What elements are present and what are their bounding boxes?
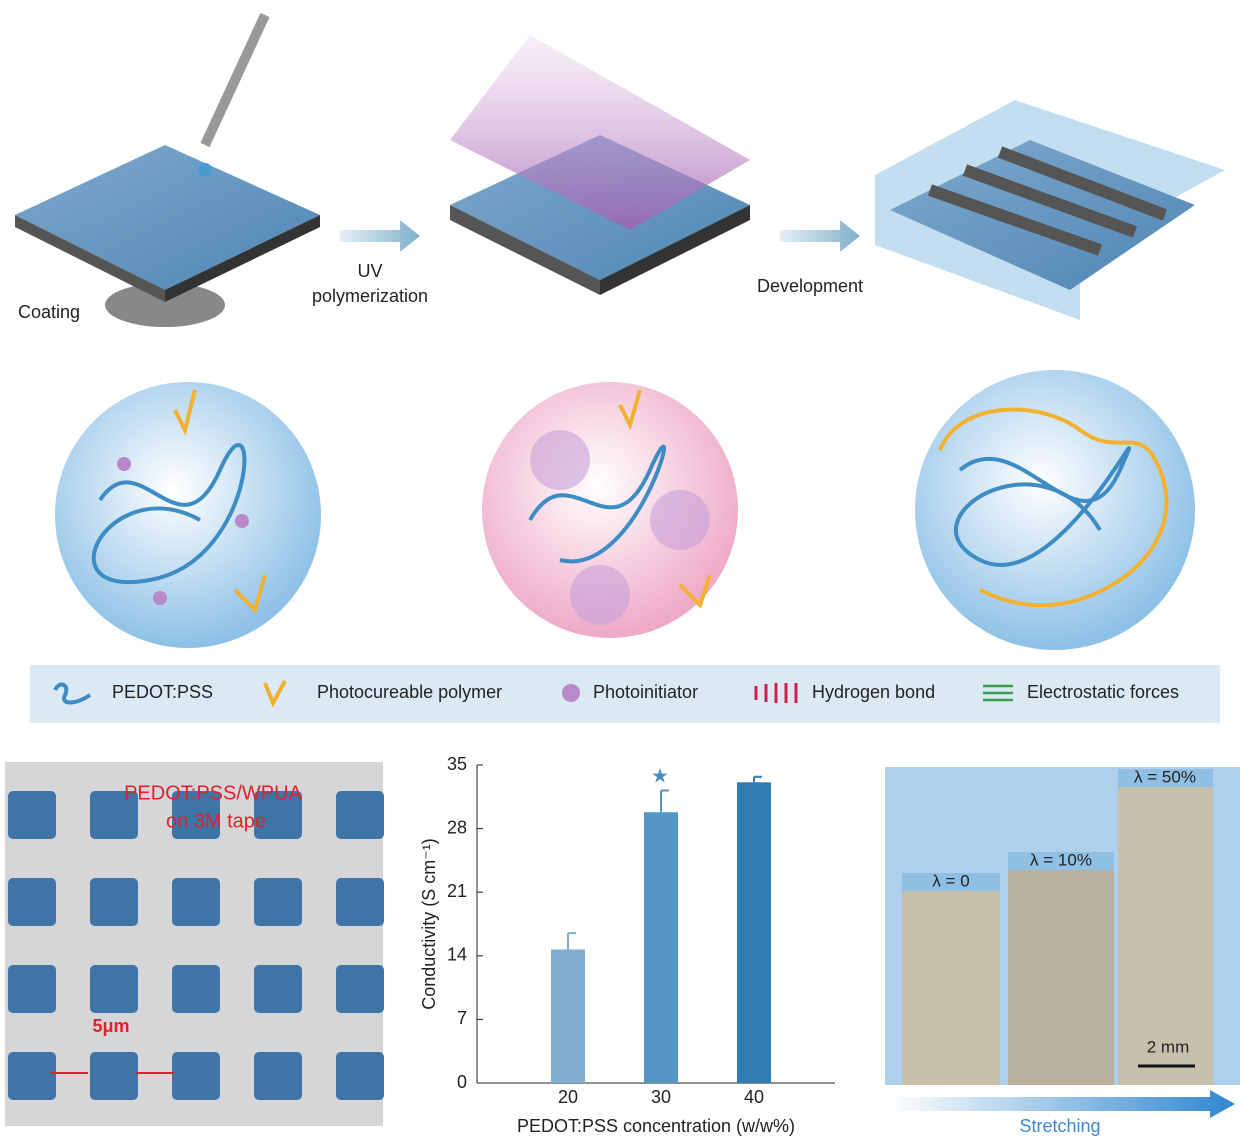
scale-label: 2 mm — [1147, 1037, 1190, 1056]
strain-label: λ = 10% — [1030, 850, 1092, 869]
bar — [644, 812, 678, 1083]
pattern-square — [90, 878, 138, 926]
step-label: UV — [357, 261, 382, 281]
step-label: Coating — [18, 302, 80, 322]
error-bar — [660, 789, 669, 813]
y-tick-label: 35 — [447, 754, 467, 774]
strain-label: λ = 0 — [932, 871, 969, 890]
error-bar — [567, 932, 576, 950]
pattern-square — [8, 1052, 56, 1100]
x-tick-label: 20 — [558, 1087, 578, 1107]
significance-star: ★ — [651, 765, 669, 787]
pattern-square — [90, 791, 138, 839]
pattern-square — [172, 1052, 220, 1100]
step-label: Development — [757, 276, 863, 296]
pattern-square — [336, 878, 384, 926]
stretching-label: Stretching — [1019, 1116, 1100, 1136]
pattern-square — [254, 1052, 302, 1100]
y-tick-label: 14 — [447, 945, 467, 965]
y-tick-label: 7 — [457, 1008, 467, 1028]
y-tick-label: 28 — [447, 817, 467, 837]
y-axis-label: Conductivity (S cm⁻¹) — [419, 838, 439, 1010]
schematic: Coating UV polymerization Development PE… — [15, 12, 1225, 723]
x-axis-label: PEDOT:PSS concentration (w/w%) — [517, 1116, 795, 1136]
pattern-square — [254, 878, 302, 926]
y-tick-label: 21 — [447, 881, 467, 901]
pattern-square — [172, 965, 220, 1013]
pattern-square — [90, 1052, 138, 1100]
bar-chart: Conductivity (S cm⁻¹) PEDOT:PSS concentr… — [419, 754, 835, 1136]
legend-label: Photoinitiator — [593, 682, 698, 702]
pattern-square — [254, 965, 302, 1013]
pattern-square — [172, 791, 220, 839]
error-bar — [753, 775, 762, 783]
stretching: λ = 0 λ = 10% λ = 50% 2 mm Stretching — [885, 767, 1240, 1136]
pattern-square — [8, 878, 56, 926]
micrograph-label: on 3M tape — [166, 810, 266, 832]
legend-label: PEDOT:PSS — [112, 682, 213, 702]
y-tick-label: 0 — [457, 1072, 467, 1092]
x-tick-label: 30 — [651, 1087, 671, 1107]
micrograph-label: PEDOT:PSS/WPUA — [124, 782, 302, 804]
legend-label: Hydrogen bond — [812, 682, 935, 702]
step-label: polymerization — [312, 286, 428, 306]
pattern-square — [254, 791, 302, 839]
x-tick-label: 40 — [744, 1087, 764, 1107]
pattern-square — [90, 965, 138, 1013]
legend-label: Photocureable polymer — [317, 682, 502, 702]
bar — [551, 949, 585, 1083]
pattern-square — [336, 791, 384, 839]
bar — [737, 782, 771, 1083]
micrograph: PEDOT:PSS/WPUA on 3M tape 5μm — [5, 762, 384, 1126]
pattern-square — [336, 965, 384, 1013]
pattern-square — [172, 878, 220, 926]
pattern-square — [336, 1052, 384, 1100]
legend-label: Electrostatic forces — [1027, 682, 1179, 702]
scale-label: 5μm — [92, 1016, 129, 1036]
pattern-square — [8, 791, 56, 839]
pattern-square — [8, 965, 56, 1013]
strain-label: λ = 50% — [1134, 767, 1196, 786]
